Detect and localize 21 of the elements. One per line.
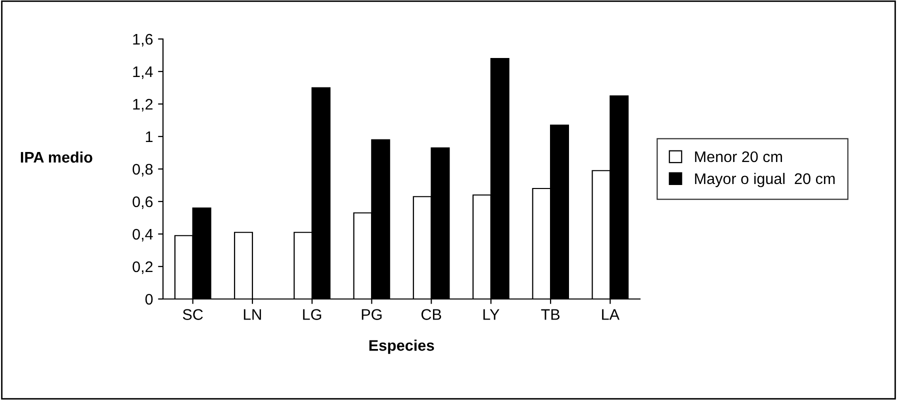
x-tick-label: SC	[182, 309, 203, 320]
y-tick-label: 0,8	[132, 164, 153, 176]
y-tick-label: 1,6	[133, 34, 153, 46]
x-tick-label: LN	[244, 309, 261, 320]
y-tick-label: 0,2	[132, 261, 153, 274]
y-tick-label: 1,2	[133, 98, 153, 112]
x-tick-label: CB	[421, 309, 442, 320]
y-tick-label: 1,4	[133, 66, 153, 79]
x-tick-label: LA	[602, 309, 620, 320]
y-tick-label: 0,6	[132, 196, 153, 209]
x-tick-label: TB	[541, 309, 560, 320]
x-tick-label: PG	[362, 309, 382, 320]
legend-label: Menor 20 cm	[695, 151, 782, 162]
x-tick-label: LY	[483, 309, 500, 320]
y-tick-label: 1	[146, 132, 153, 142]
y-tick-label: 0	[145, 294, 153, 305]
x-tick-label: LG	[303, 309, 322, 320]
y-axis-title: IPA medio	[20, 151, 92, 163]
legend-label: Mayor o igual 20 cm	[695, 172, 835, 188]
y-tick-label: 0,4	[132, 228, 153, 242]
x-axis-title: Especies	[369, 340, 434, 354]
